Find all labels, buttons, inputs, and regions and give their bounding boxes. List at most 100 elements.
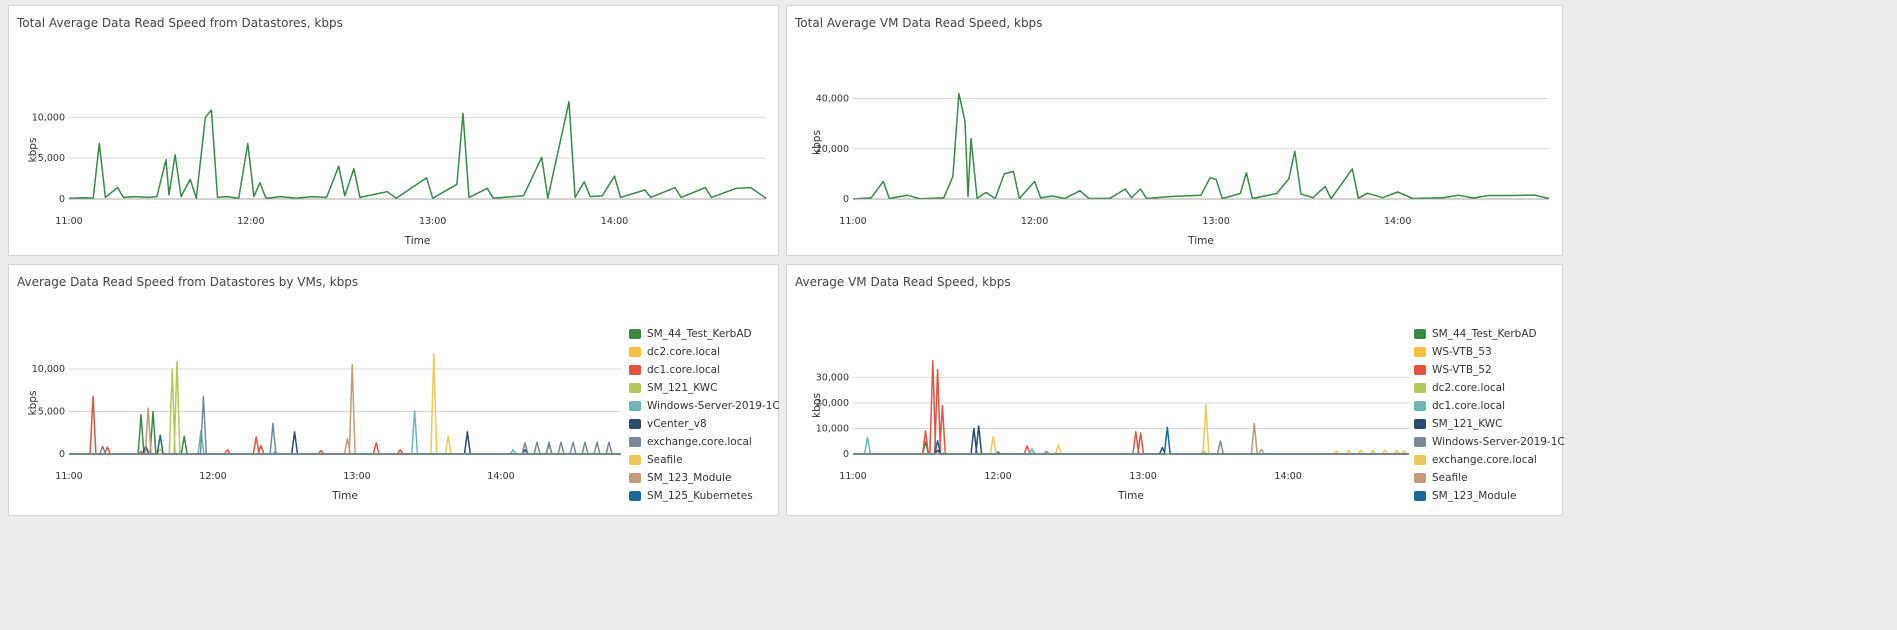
x-tick-label: 13:00: [1202, 216, 1229, 227]
panel-vm-read-speed: Average VM Data Read Speed, kbps 0 10,000…: [786, 264, 1565, 516]
y-tick-label: 0: [59, 449, 65, 460]
y-tick-label: 5,000: [38, 153, 65, 164]
legend-item[interactable]: SM_44_Test_KerbAD: [629, 325, 780, 343]
y-tick-label: 0: [59, 194, 65, 205]
x-tick-label: 12:00: [199, 471, 226, 482]
legend-swatch: [629, 347, 641, 357]
panel-title: Total Average Data Read Speed from Datas…: [17, 16, 343, 30]
legend-swatch: [1414, 401, 1426, 411]
y-tick-label: 40,000: [816, 94, 849, 105]
legend: SM_44_Test_KerbAD dc2.core.local dc1.core.…: [629, 325, 780, 505]
legend-item[interactable]: SM_121_KWC: [629, 379, 780, 397]
series-line: [852, 92, 1550, 200]
legend-item[interactable]: Windows-Server-2019-1C: [629, 397, 780, 415]
chart-total-vm-read: 0 20,000 40,000 11:00 12:00 13:00 14:00 Time kbp…: [811, 92, 1550, 247]
legend-item[interactable]: vCenter_v8: [629, 415, 780, 433]
series-line: [853, 425, 1409, 455]
legend-swatch: [1414, 365, 1426, 375]
series-line: [853, 426, 1409, 455]
legend-label: Seafile: [1432, 472, 1468, 484]
x-axis-label: Time: [404, 235, 431, 247]
x-tick-label: 14:00: [487, 471, 514, 482]
chart-vm-read-speed: 0 10,000 20,000 30,000 11:00 12:00 13:00 14:00 T…: [811, 360, 1409, 502]
legend-label: SM_125_Kubernetes: [647, 490, 753, 502]
panel-title: Average Data Read Speed from Datastores …: [17, 275, 359, 289]
legend-swatch: [1414, 419, 1426, 429]
y-axis-label: kbps: [811, 393, 823, 418]
x-tick-label: 11:00: [55, 216, 82, 227]
y-tick-label: 20,000: [816, 398, 849, 409]
x-tick-label: 13:00: [343, 471, 370, 482]
panel-total-datastore-read: Total Average Data Read Speed from Datas…: [8, 5, 779, 256]
legend-item[interactable]: WS-VTB_52: [1414, 361, 1565, 379]
legend-label: SM_44_Test_KerbAD: [1432, 328, 1537, 340]
y-axis-label: kbps: [27, 391, 39, 416]
y-tick-label: 0: [843, 449, 849, 460]
panel-total-vm-read: Total Average VM Data Read Speed, kbps 0…: [786, 5, 1563, 256]
y-tick-label: 5,000: [38, 407, 65, 418]
legend-item[interactable]: SM_125_Kubernetes: [629, 487, 780, 505]
legend-item[interactable]: SM_123_Module: [1414, 487, 1565, 505]
legend-swatch: [629, 437, 641, 447]
legend-item[interactable]: dc2.core.local: [629, 343, 780, 361]
legend-label: dc2.core.local: [647, 346, 721, 358]
series-line: [69, 395, 621, 455]
legend-item[interactable]: exchange.core.local: [629, 433, 780, 451]
legend-label: dc1.core.local: [1432, 400, 1506, 412]
legend-label: WS-VTB_53: [1432, 346, 1492, 358]
legend-label: vCenter_v8: [647, 418, 707, 430]
y-tick-label: 10,000: [32, 364, 65, 375]
panel-title: Average VM Data Read Speed, kbps: [795, 275, 1011, 289]
legend-swatch: [1414, 491, 1426, 501]
legend-item[interactable]: exchange.core.local: [1414, 451, 1565, 469]
legend-item[interactable]: SM_121_KWC: [1414, 415, 1565, 433]
legend-swatch: [1414, 455, 1426, 465]
legend-item[interactable]: Windows-Server-2019-1C: [1414, 433, 1565, 451]
y-tick-label: 0: [843, 194, 849, 205]
legend-swatch: [629, 473, 641, 483]
legend-label: SM_121_KWC: [1432, 418, 1503, 430]
legend-label: dc1.core.local: [647, 364, 721, 376]
series-line: [68, 101, 767, 199]
x-axis-label: Time: [1117, 490, 1144, 502]
x-tick-label: 12:00: [1021, 216, 1048, 227]
legend-item[interactable]: dc1.core.local: [1414, 397, 1565, 415]
legend-label: SM_44_Test_KerbAD: [647, 328, 752, 340]
y-axis-label: kbps: [811, 130, 823, 155]
legend-label: Windows-Server-2019-1C: [647, 400, 780, 412]
x-tick-label: 14:00: [601, 216, 628, 227]
legend-swatch: [629, 401, 641, 411]
x-tick-label: 14:00: [1274, 471, 1301, 482]
x-tick-label: 13:00: [1129, 471, 1156, 482]
legend-item[interactable]: dc1.core.local: [629, 361, 780, 379]
legend-label: SM_123_Module: [647, 472, 732, 484]
legend-item[interactable]: SM_44_Test_KerbAD: [1414, 325, 1565, 343]
legend-swatch: [629, 419, 641, 429]
chart-total-datastore-read: 0 5,000 10,000 11:00 12:00 13:00 14:00 Time kbps: [27, 101, 767, 247]
legend-item[interactable]: SM_123_Module: [629, 469, 780, 487]
legend-item[interactable]: Seafile: [1414, 469, 1565, 487]
legend: SM_44_Test_KerbAD WS-VTB_53 WS-VTB_52 dc2.c…: [1414, 325, 1565, 505]
x-tick-label: 14:00: [1384, 216, 1411, 227]
legend-swatch: [1414, 383, 1426, 393]
panel-title: Total Average VM Data Read Speed, kbps: [795, 16, 1043, 30]
legend-swatch: [1414, 473, 1426, 483]
series-line: [69, 364, 621, 455]
legend-swatch: [629, 491, 641, 501]
x-tick-label: 11:00: [839, 471, 866, 482]
y-tick-label: 20,000: [816, 144, 849, 155]
series-line: [853, 360, 1409, 455]
legend-label: Windows-Server-2019-1C: [1432, 436, 1565, 448]
x-axis-label: Time: [1187, 235, 1214, 247]
legend-item[interactable]: dc2.core.local: [1414, 379, 1565, 397]
legend-swatch: [629, 455, 641, 465]
legend-label: Seafile: [647, 454, 683, 466]
legend-item[interactable]: Seafile: [629, 451, 780, 469]
legend-label: dc2.core.local: [1432, 382, 1506, 394]
legend-item[interactable]: WS-VTB_53: [1414, 343, 1565, 361]
legend-label: SM_123_Module: [1432, 490, 1517, 502]
legend-swatch: [629, 329, 641, 339]
series-line: [69, 395, 621, 455]
legend-label: exchange.core.local: [1432, 454, 1537, 466]
y-tick-label: 10,000: [32, 112, 65, 123]
